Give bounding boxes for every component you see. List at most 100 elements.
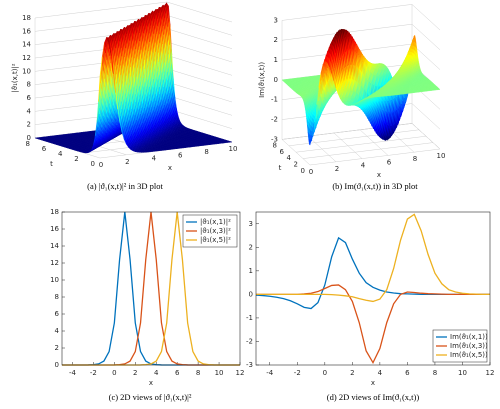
y-tick-label: -3 — [246, 361, 253, 369]
surface — [34, 2, 233, 154]
z-tick-label: 12 — [22, 54, 31, 62]
y-tick-label: 0 — [301, 167, 305, 175]
y-tick-label: -1 — [246, 314, 253, 322]
z-tick-label: 3 — [274, 16, 278, 24]
x-tick-label: 8 — [413, 155, 417, 163]
z-tick-label: 10 — [22, 67, 31, 75]
z-tick-label: 1 — [274, 56, 278, 64]
y-tick-label: 16 — [50, 225, 59, 233]
y-tick-label: 4 — [287, 154, 292, 162]
z-tick-label: 18 — [22, 14, 31, 22]
grid-line — [295, 135, 427, 153]
grid-line — [166, 55, 233, 76]
z-tick-label: 4 — [27, 107, 32, 115]
x-tick-label: 10 — [229, 145, 238, 153]
y-tick-label: 6 — [280, 148, 285, 156]
x-tick-label: 10 — [458, 369, 467, 377]
x-tick-label: 6 — [405, 369, 410, 377]
x-tick-label: 0 — [309, 168, 313, 176]
y-tick-label: 0 — [249, 290, 253, 298]
y-tick-label: 12 — [50, 259, 59, 267]
y-tick-label: 4 — [55, 327, 60, 335]
x-tick-label: 8 — [196, 369, 200, 377]
y-tick-label: 2 — [74, 155, 78, 163]
z-tick-label: 16 — [22, 27, 31, 35]
y-tick-label: 6 — [42, 145, 47, 153]
y-tick-label: 14 — [50, 242, 59, 250]
x-tick-label: -2 — [294, 369, 301, 377]
grid-line — [166, 15, 233, 36]
z-tick-label: 6 — [27, 94, 32, 102]
y-tick-label: 18 — [50, 208, 59, 216]
grid-line — [166, 81, 233, 103]
y-tick-label: 0 — [55, 361, 59, 369]
x-tick-label: 0 — [323, 369, 327, 377]
z-tick-label: -2 — [271, 116, 278, 124]
x-tick-label: -2 — [90, 369, 97, 377]
x-tick-label: 4 — [152, 155, 157, 163]
z-tick-label: 0 — [274, 76, 278, 84]
z-tick-label: 2 — [274, 36, 278, 44]
x-tick-label: 2 — [133, 369, 137, 377]
z-tick-label: 0 — [27, 134, 31, 142]
y-tick-label: 2 — [249, 243, 253, 251]
z-tick-label: -1 — [271, 96, 278, 104]
y-tick-label: 2 — [294, 161, 298, 169]
x-tick-label: 12 — [486, 369, 495, 377]
y-tick-label: 0 — [91, 160, 95, 168]
y-axis-label: t — [50, 160, 53, 168]
x-tick-label: -4 — [69, 369, 77, 377]
x-tick-label: 2 — [335, 165, 339, 173]
z-axis-label: |ϑ₁(x,t)|² — [11, 63, 19, 92]
x-axis-label: x — [149, 379, 153, 387]
y-tick-label: 4 — [58, 150, 63, 158]
y-tick-label: 3 — [249, 220, 253, 228]
legend-label: |ϑ₁(x,1)|² — [200, 218, 231, 226]
z-tick-label: 14 — [22, 41, 31, 49]
x-tick-label: 6 — [175, 369, 180, 377]
grid-line — [411, 4, 441, 31]
x-tick-label: 0 — [112, 369, 116, 377]
x-tick-label: 6 — [387, 158, 392, 166]
x-tick-label: 2 — [125, 158, 129, 166]
caption: (a) |ϑ₁(x,t)|² in 3D plot — [87, 181, 163, 191]
x-axis-label: x — [168, 164, 172, 172]
grid-line — [166, 28, 233, 49]
y-tick-label: 8 — [55, 293, 59, 301]
grid-line — [166, 108, 233, 129]
caption: (b) Im(ϑ₁(x,t)) in 3D plot — [332, 181, 418, 191]
x-axis-label: x — [377, 171, 381, 179]
x-tick-label: 10 — [437, 152, 446, 160]
grid-line — [166, 41, 233, 63]
y-tick-label: -2 — [246, 337, 253, 345]
x-tick-label: 4 — [154, 369, 159, 377]
y-tick-label: 8 — [26, 140, 30, 148]
y-tick-label: 8 — [273, 141, 277, 149]
x-tick-label: 4 — [361, 162, 366, 170]
grid-line — [411, 103, 441, 130]
legend-label: |ϑ₁(x,3)|² — [200, 227, 231, 235]
x-tick-label: 10 — [215, 369, 224, 377]
x-tick-label: 2 — [350, 369, 354, 377]
surface — [281, 28, 441, 146]
z-tick-label: 2 — [27, 121, 31, 129]
grid-line — [166, 68, 233, 89]
grid-line — [166, 1, 233, 23]
x-tick-label: -4 — [266, 369, 274, 377]
grid-line — [281, 4, 413, 21]
grid-line — [34, 1, 168, 19]
grid-line — [309, 148, 441, 166]
x-tick-label: 12 — [236, 369, 245, 377]
y-tick-label: 6 — [55, 310, 60, 318]
z-tick-label: 8 — [27, 81, 31, 89]
x-tick-label: 0 — [99, 161, 103, 169]
x-tick-label: 8 — [204, 148, 208, 156]
grid-line — [166, 95, 233, 116]
x-tick-label: 6 — [178, 151, 183, 159]
y-tick-label: 1 — [249, 267, 253, 275]
y-axis-label: t — [279, 164, 282, 172]
z-axis-label: Im(ϑ₁(x,t)) — [258, 62, 266, 98]
y-tick-label: 2 — [55, 344, 59, 352]
x-tick-label: 8 — [433, 369, 437, 377]
